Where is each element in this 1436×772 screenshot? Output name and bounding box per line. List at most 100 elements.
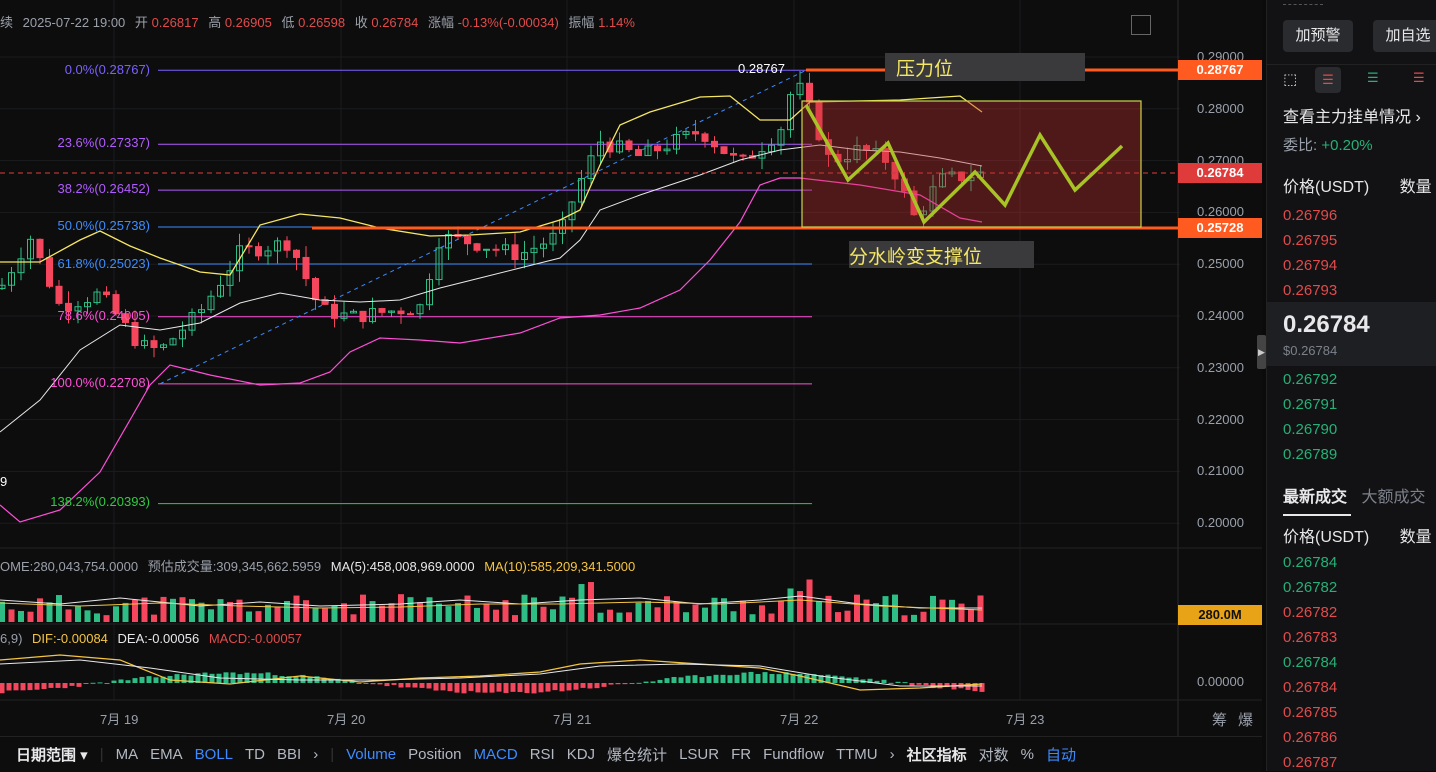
high-label: 高 bbox=[208, 15, 222, 30]
volume-bar bbox=[730, 611, 737, 622]
volume-bar bbox=[749, 614, 756, 622]
tab-latest-trades[interactable]: 最新成交 bbox=[1283, 489, 1348, 506]
volume-ma10: MA(10):585,209,341.5000 bbox=[484, 559, 636, 574]
asks-only-icon[interactable]: ☰ bbox=[1413, 70, 1425, 85]
log-scale-toggle[interactable]: 对数 bbox=[978, 747, 1009, 764]
add-watchlist-button[interactable]: 加自选 bbox=[1373, 20, 1436, 52]
volume-bar bbox=[293, 595, 300, 622]
chevron-right-icon[interactable]: › bbox=[889, 746, 895, 763]
price-axis-label: 0.28000 bbox=[1197, 100, 1244, 116]
trade-row: 0.26782 bbox=[1283, 579, 1338, 596]
macd-bar bbox=[825, 674, 831, 683]
macd-bar bbox=[90, 682, 96, 684]
candle-body bbox=[8, 272, 15, 286]
orderbook-title[interactable]: 查看主力挂单情况 › bbox=[1283, 103, 1421, 127]
collapse-panel-icon[interactable]: ▶ bbox=[1257, 335, 1266, 369]
indicator-macd[interactable]: MACD bbox=[473, 746, 518, 763]
indicator-volume[interactable]: Volume bbox=[346, 746, 397, 763]
candle-body bbox=[274, 240, 281, 252]
bid-row[interactable]: 0.26792 bbox=[1283, 371, 1338, 388]
indicator-ma[interactable]: MA bbox=[115, 746, 139, 763]
volume-bar bbox=[483, 604, 490, 622]
tab-large-trades[interactable]: 大额成交 bbox=[1361, 489, 1426, 506]
volume-bar bbox=[284, 600, 290, 622]
macd-bar bbox=[34, 683, 40, 690]
macd-bar bbox=[27, 683, 33, 691]
volume-bar bbox=[198, 602, 205, 622]
macd-bar bbox=[398, 683, 404, 688]
close-label: 收 bbox=[354, 15, 368, 30]
bid-row[interactable]: 0.26790 bbox=[1283, 421, 1338, 438]
candlestick-chart[interactable] bbox=[0, 0, 1262, 736]
candle-body bbox=[739, 154, 747, 157]
candle-body bbox=[806, 82, 813, 103]
indicator-lsur[interactable]: LSUR bbox=[679, 746, 720, 763]
macd-bar bbox=[706, 676, 712, 683]
ask-row[interactable]: 0.26795 bbox=[1283, 232, 1338, 249]
macd-bar bbox=[538, 683, 544, 693]
candle-body bbox=[245, 245, 253, 248]
indicator-td[interactable]: TD bbox=[245, 746, 265, 763]
indicator-fr[interactable]: FR bbox=[731, 746, 752, 763]
ask-row[interactable]: 0.26796 bbox=[1283, 207, 1338, 224]
volume-bar bbox=[160, 596, 167, 622]
macd-bar bbox=[111, 680, 117, 683]
macd-bar bbox=[615, 683, 621, 685]
macd-bar bbox=[559, 683, 565, 692]
chevron-right-icon[interactable]: › bbox=[313, 746, 319, 763]
candle-body bbox=[597, 141, 604, 157]
candle-body bbox=[103, 291, 110, 296]
macd-bar bbox=[902, 682, 908, 684]
macd-params: 6,9) bbox=[0, 631, 23, 646]
bid-row[interactable]: 0.26789 bbox=[1283, 446, 1338, 463]
bids-only-icon[interactable]: ☰ bbox=[1367, 70, 1379, 85]
percent-toggle[interactable]: % bbox=[1020, 746, 1034, 763]
indicator-toolbar: 日期范围 ▾ | MA EMA BOLL TD BBI › | Volume P… bbox=[0, 736, 1262, 772]
macd-bar bbox=[692, 675, 698, 683]
indicator-rsi[interactable]: RSI bbox=[529, 746, 555, 763]
volume-bar bbox=[8, 609, 15, 622]
ask-row[interactable]: 0.26793 bbox=[1283, 282, 1338, 299]
candle-body bbox=[844, 158, 851, 163]
macd-bar bbox=[510, 683, 516, 692]
macd-bar bbox=[720, 674, 726, 683]
indicator-bbi[interactable]: BBI bbox=[277, 746, 302, 763]
period-tail: 续 bbox=[0, 15, 14, 30]
macd-bar bbox=[566, 683, 572, 691]
bid-row[interactable]: 0.26791 bbox=[1283, 396, 1338, 413]
volume-bar bbox=[170, 598, 176, 622]
auto-scale-toggle[interactable]: 自动 bbox=[1045, 747, 1076, 764]
indicator-kdj[interactable]: KDJ bbox=[566, 746, 596, 763]
indicator-fundflow[interactable]: Fundflow bbox=[763, 746, 824, 763]
volume-bar bbox=[113, 606, 119, 622]
volume-bar bbox=[312, 608, 319, 622]
trade-row: 0.26784 bbox=[1283, 554, 1338, 571]
fullscreen-icon[interactable] bbox=[1131, 15, 1151, 35]
support-label-bg bbox=[849, 241, 1034, 268]
community-indicators[interactable]: 社区指标 bbox=[906, 747, 967, 764]
indicator-ema[interactable]: EMA bbox=[150, 746, 183, 763]
add-alert-button[interactable]: 加预警 bbox=[1283, 20, 1353, 52]
both-sides-icon[interactable]: ☰ bbox=[1315, 67, 1341, 93]
macd-bar bbox=[384, 683, 390, 687]
macd-bar bbox=[517, 683, 523, 693]
chip-toggle[interactable]: 筹 bbox=[1212, 712, 1228, 729]
date-range-dropdown[interactable]: 日期范围 ▾ bbox=[16, 747, 88, 764]
ask-row[interactable]: 0.26794 bbox=[1283, 257, 1338, 274]
indicator-boll[interactable]: BOLL bbox=[194, 746, 233, 763]
volume-bar bbox=[132, 599, 138, 622]
liquidation-toggle[interactable]: 爆 bbox=[1238, 712, 1254, 729]
volume-bar bbox=[426, 597, 433, 622]
volume-bar bbox=[835, 612, 841, 622]
chart-pane[interactable]: 续 2025-07-22 19:00 开 0.26817 高 0.26905 低… bbox=[0, 0, 1262, 736]
indicator-liquidation[interactable]: 爆仓统计 bbox=[607, 747, 668, 764]
depth-mode-icon[interactable]: ⬚ bbox=[1283, 71, 1298, 88]
volume-bar bbox=[635, 602, 642, 622]
indicator-position[interactable]: Position bbox=[408, 746, 462, 763]
volume-bar bbox=[407, 597, 414, 622]
candle-body bbox=[217, 284, 224, 297]
indicator-ttmu[interactable]: TTMU bbox=[835, 746, 878, 763]
candle-body bbox=[720, 146, 728, 155]
candle-body bbox=[236, 245, 243, 272]
macd-bar bbox=[573, 683, 579, 690]
